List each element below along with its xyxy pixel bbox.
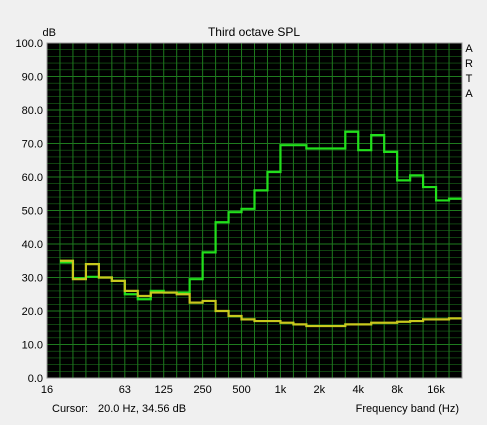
y-tick-label: 90.0 [22, 72, 43, 84]
watermark-letter: A [465, 43, 473, 55]
series-layer [59, 130, 462, 328]
x-tick-label: 16 [41, 384, 53, 396]
x-tick-labels: 16 63 125 250 500 1k 2k 4k 8k 16k [41, 384, 446, 396]
x-tick-label: 125 [155, 384, 173, 396]
y-tick-label: 20.0 [22, 306, 43, 318]
x-axis-label: Frequency band (Hz) [355, 403, 459, 415]
watermark-letter: T [466, 73, 473, 85]
x-tick-label: 250 [193, 384, 211, 396]
y-tick-label: 10.0 [22, 340, 43, 352]
y-tick-label: 50.0 [22, 206, 43, 218]
plot-border [46, 42, 463, 379]
x-tick-label: 2k [314, 384, 326, 396]
y-tick-label: 100.0 [15, 38, 43, 50]
x-tick-label: 16k [427, 384, 445, 396]
watermark-letter: R [465, 58, 473, 70]
x-tick-label: 8k [391, 384, 403, 396]
y-tick-label: 30.0 [22, 273, 43, 285]
y-tick-label: 70.0 [22, 139, 43, 151]
x-tick-label: 1k [275, 384, 287, 396]
y-axis-unit-label: dB [43, 27, 56, 39]
watermark-letter: A [465, 88, 473, 100]
cursor-label: Cursor: [52, 403, 89, 415]
y-tick-label: 0.0 [28, 373, 43, 385]
x-tick-label: 500 [232, 384, 250, 396]
y-tick-labels: 0.0 10.0 20.0 30.0 40.0 50.0 60.0 70.0 80.0 90.0 1… [15, 38, 43, 385]
y-tick-label: 40.0 [22, 239, 43, 251]
x-tick-label: 63 [119, 384, 131, 396]
y-tick-label: 60.0 [22, 172, 43, 184]
grid-lines [46, 42, 463, 379]
chart-title: Third octave SPL [208, 25, 300, 39]
cursor-readout: 20.0 Hz, 34.56 dB [98, 403, 187, 415]
y-tick-label: 80.0 [22, 105, 43, 117]
x-tick-label: 4k [352, 384, 364, 396]
series-line-2 [59, 259, 462, 328]
